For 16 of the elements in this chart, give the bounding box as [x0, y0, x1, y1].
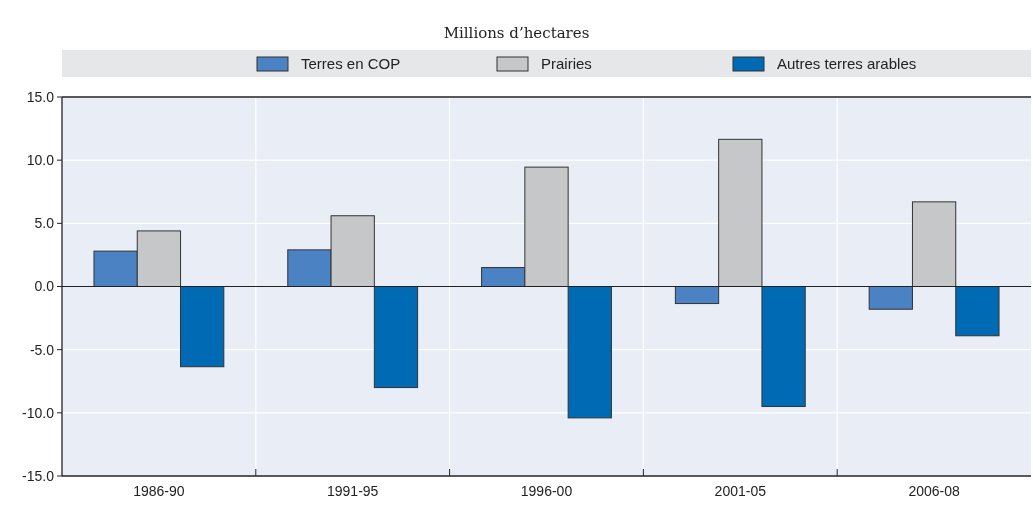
y-tick-label: 15.0: [26, 88, 55, 105]
legend-label: Prairies: [541, 55, 592, 72]
y-tick-label: -5.0: [29, 341, 55, 358]
y-tick-label: 10.0: [26, 152, 55, 169]
y-tick-label: 0.0: [34, 278, 55, 295]
y-tick-label: 5.0: [34, 215, 55, 232]
y-tick-label: -10.0: [22, 404, 55, 421]
x-tick-label: 1991-95: [327, 483, 379, 499]
x-tick-label: 2006-08: [908, 483, 960, 499]
legend-label: Autres terres arables: [777, 55, 917, 72]
x-tick-label: 1986-90: [133, 483, 185, 499]
x-tick-label: 2001-05: [714, 483, 767, 499]
y-tick-label: -15.0: [22, 467, 55, 484]
chart-subtitle: Millions d’hectares: [443, 24, 590, 42]
x-tick-label: 1996-00: [520, 483, 573, 499]
legend-label: Terres en COP: [301, 55, 401, 72]
